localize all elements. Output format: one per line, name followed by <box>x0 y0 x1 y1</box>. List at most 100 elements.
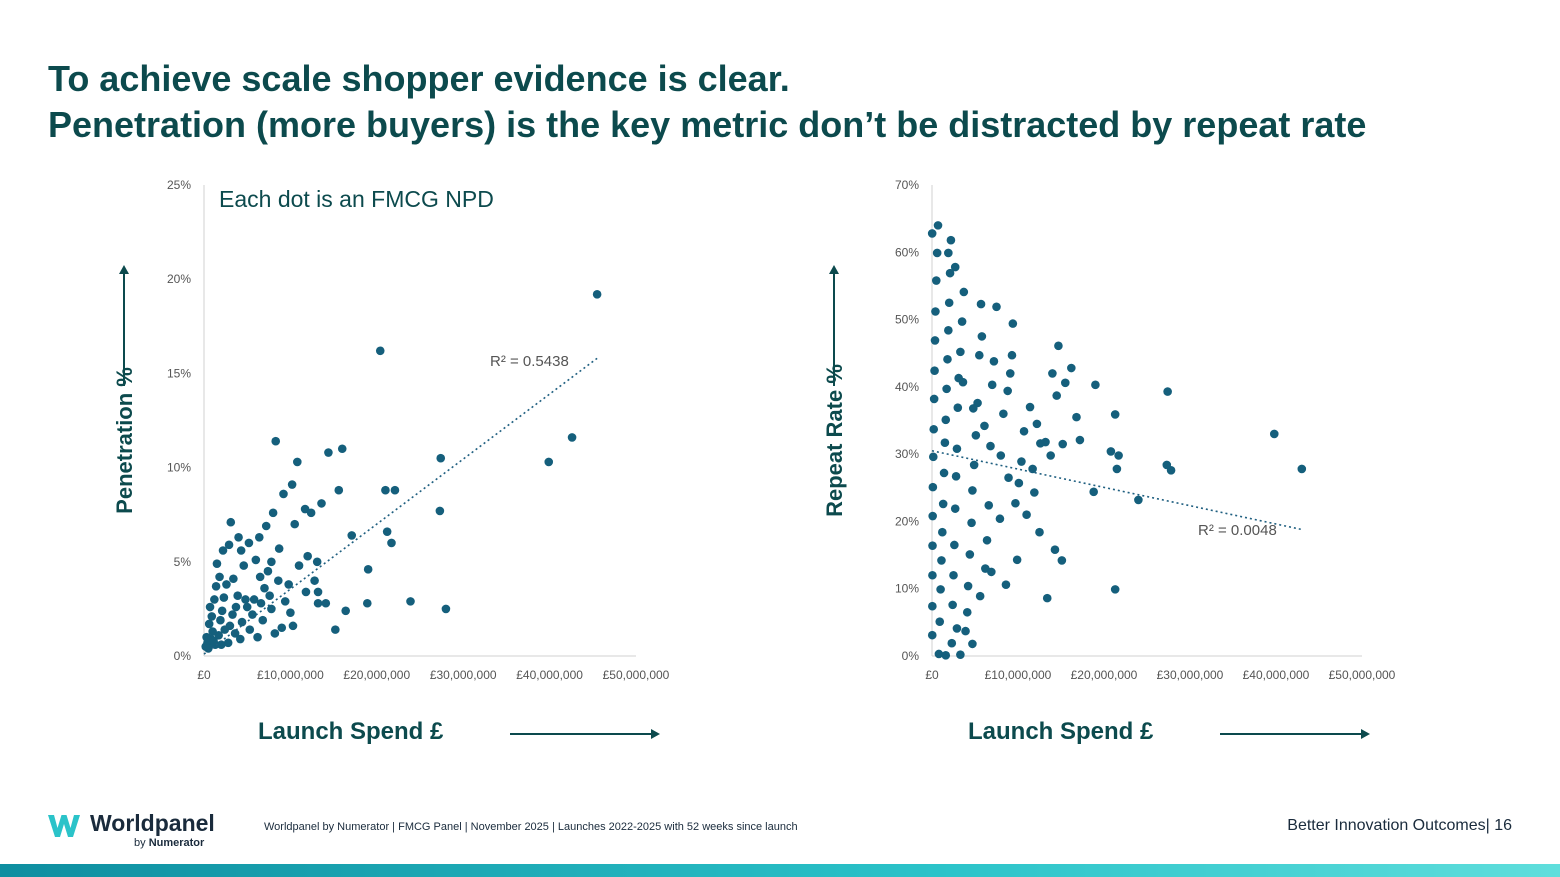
worldpanel-logo-mark-icon <box>48 815 80 837</box>
repeat-rate-data-point <box>950 504 960 513</box>
title-line-2: Penetration (more buyers) is the key met… <box>48 104 1367 145</box>
penetration-data-point <box>375 346 385 356</box>
repeat-rate-data-point <box>938 499 948 509</box>
penetration-data-point <box>382 527 392 536</box>
penetration-data-point <box>223 638 233 648</box>
repeat-rate-x-tick-label: £40,000,000 <box>1243 668 1310 682</box>
penetration-data-point <box>435 506 445 516</box>
penetration-data-point <box>287 480 297 489</box>
repeat-rate-data-point <box>944 298 954 308</box>
repeat-rate-data-point <box>975 350 984 360</box>
repeat-rate-data-point <box>932 248 942 258</box>
repeat-rate-data-point <box>975 591 985 601</box>
penetration-data-point <box>235 634 245 644</box>
repeat-rate-data-point <box>987 567 996 577</box>
repeat-rate-data-point <box>1004 473 1013 482</box>
penetration-data-point <box>284 580 293 589</box>
repeat-rate-data-point <box>958 377 968 387</box>
repeat-rate-y-tick-label: 50% <box>895 313 919 327</box>
repeat-rate-data-point <box>1269 429 1279 439</box>
penetration-data-point <box>253 632 262 642</box>
repeat-rate-data-point <box>927 229 937 238</box>
repeat-rate-data-point <box>968 639 977 649</box>
penetration-data-point <box>211 581 221 591</box>
repeat-rate-data-point <box>940 438 950 448</box>
repeat-rate-data-point <box>956 347 965 357</box>
repeat-rate-data-point <box>951 472 961 481</box>
penetration-data-point <box>212 559 222 568</box>
repeat-rate-data-point <box>928 601 937 611</box>
repeat-rate-data-point <box>928 570 937 580</box>
penetration-data-point <box>567 433 577 442</box>
repeat-rate-data-point <box>949 570 958 580</box>
penetration-data-point <box>312 557 322 567</box>
repeat-rate-data-point <box>1025 402 1035 412</box>
repeat-rate-data-point <box>1162 460 1172 470</box>
penetration-scatter-chart: 0% 5% 10% 15% 20% 25% £0 £10,000,000 £20,000,000… <box>90 160 810 700</box>
repeat-rate-data-point <box>1110 410 1120 419</box>
repeat-rate-data-point <box>945 268 955 278</box>
penetration-data-point <box>241 595 250 604</box>
penetration-data-point <box>274 576 283 585</box>
penetration-x-tick-label: £20,000,000 <box>343 668 410 682</box>
repeat-rate-data-point <box>1048 369 1057 378</box>
repeat-rate-data-point <box>1032 419 1042 429</box>
penetration-x-tick-label: £0 <box>197 668 211 682</box>
repeat-rate-y-tick-label: 10% <box>895 582 919 596</box>
penetration-data-point <box>230 629 240 638</box>
repeat-rate-data-point <box>1061 378 1070 388</box>
repeat-rate-data-point <box>1019 426 1029 436</box>
penetration-data-point <box>204 644 213 653</box>
penetration-chart-svg: 0% 5% 10% 15% 20% 25% £0 £10,000,000 £20,000,000… <box>112 178 670 682</box>
repeat-rate-data-point <box>969 460 979 470</box>
repeat-rate-data-point <box>1042 593 1052 603</box>
penetration-y-tick-label: 10% <box>167 461 191 475</box>
repeat-rate-data-point <box>943 354 952 364</box>
penetration-data-point <box>216 640 226 649</box>
repeat-rate-data-point <box>1005 369 1015 378</box>
repeat-rate-chart-svg: 0% 10% 20% 30% 40% 50% 60% 70% £0 £10,000,000 £20,… <box>822 178 1396 682</box>
penetration-r-squared-label: R² = 0.5438 <box>490 353 569 370</box>
repeat-rate-data-point <box>939 468 949 478</box>
penetration-data-point <box>242 602 252 612</box>
repeat-rate-data-point <box>1058 439 1068 449</box>
penetration-y-tick-label: 5% <box>174 555 192 569</box>
penetration-data-point <box>204 619 214 629</box>
repeat-rate-data-point <box>999 409 1008 419</box>
repeat-rate-data-point <box>944 326 953 335</box>
penetration-data-point <box>217 606 227 616</box>
penetration-data-point <box>337 444 347 454</box>
penetration-data-point <box>286 608 295 617</box>
repeat-rate-x-tick-label: £20,000,000 <box>1071 668 1138 682</box>
penetration-data-point <box>279 489 288 499</box>
repeat-rate-data-point <box>941 415 951 425</box>
repeat-rate-data-point <box>1012 555 1022 565</box>
repeat-rate-data-point <box>963 581 973 591</box>
repeat-rate-y-tick-label: 60% <box>895 245 919 259</box>
penetration-data-point <box>254 533 264 542</box>
title-line-1: To achieve scale shopper evidence is cle… <box>48 58 790 99</box>
repeat-rate-y-axis-title: Repeat Rate % <box>822 364 847 517</box>
repeat-rate-y-tick-label: 20% <box>895 514 919 528</box>
bottom-accent-bar <box>0 864 1560 877</box>
penetration-data-point <box>215 572 224 582</box>
repeat-rate-data-point <box>937 556 946 565</box>
penetration-data-point <box>267 604 276 614</box>
penetration-y-tick-label: 20% <box>167 272 191 286</box>
penetration-data-point <box>228 610 237 619</box>
repeat-rate-data-point <box>1057 556 1067 565</box>
penetration-data-point <box>216 615 225 625</box>
penetration-data-point <box>290 519 300 529</box>
penetration-data-point <box>331 625 340 634</box>
repeat-rate-y-arrowhead <box>829 265 839 274</box>
penetration-data-point <box>310 576 319 585</box>
penetration-data-point <box>334 485 344 495</box>
repeat-rate-data-point <box>928 452 938 462</box>
penetration-data-point <box>205 602 215 612</box>
penetration-data-point <box>303 551 312 561</box>
repeat-rate-data-point <box>936 585 945 594</box>
repeat-rate-data-point <box>932 276 941 285</box>
repeat-rate-data-point <box>941 651 951 660</box>
repeat-rate-data-point <box>971 431 981 440</box>
penetration-data-point <box>441 604 451 614</box>
